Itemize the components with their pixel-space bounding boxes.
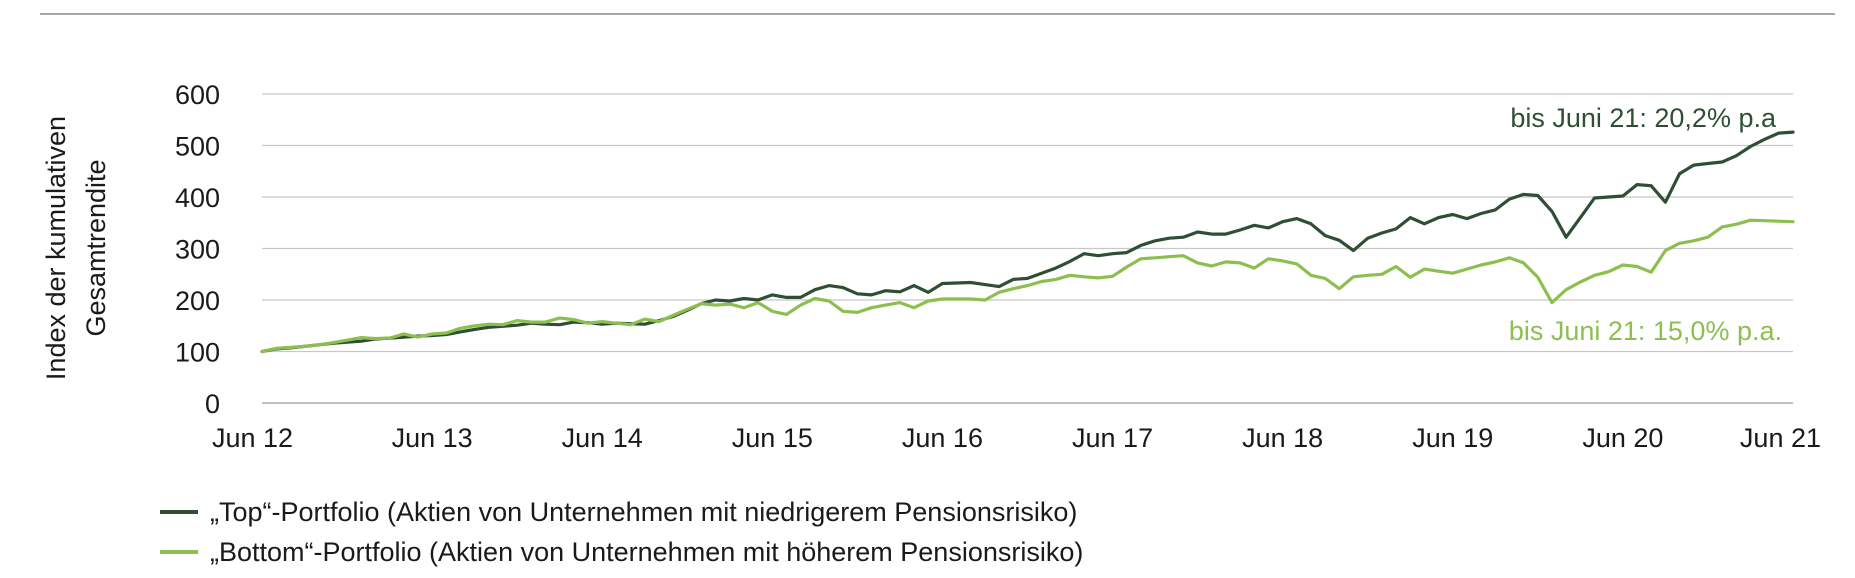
y-axis-title-line-2: Gesamtrendite bbox=[81, 159, 111, 336]
y-axis-title: Index der kumulativen Gesamtrendite bbox=[41, 116, 111, 380]
x-tick-label: Jun 14 bbox=[562, 423, 643, 453]
x-tick-label: Jun 18 bbox=[1242, 423, 1323, 453]
x-tick-label: Jun 17 bbox=[1072, 423, 1153, 453]
legend: „Top“-Portfolio (Aktien von Unternehmen … bbox=[160, 492, 1083, 572]
x-tick-label: Jun 20 bbox=[1582, 423, 1663, 453]
legend-label-top: „Top“-Portfolio (Aktien von Unternehmen … bbox=[210, 496, 1078, 527]
legend-swatch-bottom bbox=[160, 550, 198, 554]
legend-item-bottom: „Bottom“-Portfolio (Aktien von Unternehm… bbox=[160, 532, 1083, 572]
bottom-series-annotation: bis Juni 21: 15,0% p.a. bbox=[1509, 316, 1782, 346]
y-tick-label: 500 bbox=[175, 132, 220, 162]
y-tick-label: 600 bbox=[175, 80, 220, 110]
y-tick-label: 400 bbox=[175, 183, 220, 213]
x-tick-label: Jun 21 bbox=[1740, 423, 1821, 453]
series-line-bottom bbox=[260, 218, 1795, 354]
series-lines bbox=[260, 130, 1795, 354]
x-tick-label: Jun 13 bbox=[392, 423, 473, 453]
top-series-annotation: bis Juni 21: 20,2% p.a bbox=[1510, 103, 1777, 133]
y-tick-label: 100 bbox=[175, 338, 220, 368]
y-axis-ticks: 0 100 200 300 400 500 600 bbox=[175, 80, 220, 419]
y-axis-title-line-1: Index der kumulativen bbox=[41, 116, 71, 380]
gridlines bbox=[262, 93, 1793, 404]
series-line-top bbox=[260, 130, 1795, 354]
legend-label-bottom: „Bottom“-Portfolio (Aktien von Unternehm… bbox=[210, 536, 1084, 567]
y-tick-label: 300 bbox=[175, 235, 220, 265]
x-tick-label: Jun 15 bbox=[732, 423, 813, 453]
y-tick-label: 200 bbox=[175, 286, 220, 316]
x-tick-label: Jun 12 bbox=[212, 423, 293, 453]
x-axis-ticks: Jun 12 Jun 13 Jun 14 Jun 15 Jun 16 Jun 17 Jun … bbox=[212, 423, 1821, 453]
y-tick-label: 0 bbox=[205, 389, 220, 419]
x-tick-label: Jun 19 bbox=[1412, 423, 1493, 453]
legend-swatch-top bbox=[160, 510, 198, 514]
x-tick-label: Jun 16 bbox=[902, 423, 983, 453]
legend-item-top: „Top“-Portfolio (Aktien von Unternehmen … bbox=[160, 492, 1083, 532]
